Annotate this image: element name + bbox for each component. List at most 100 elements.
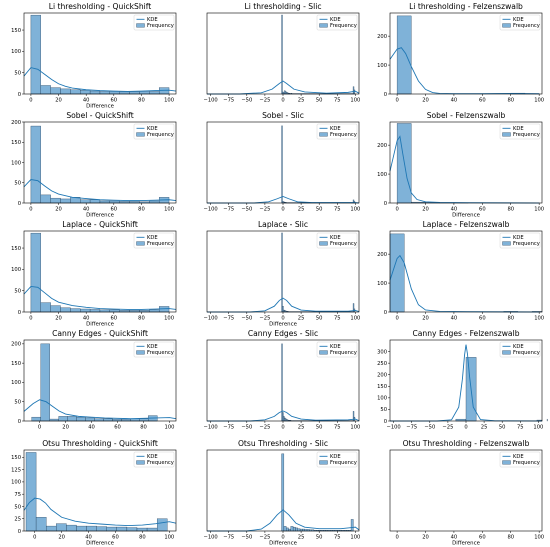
histogram-bar — [25, 452, 37, 532]
x-tick-label: 50 — [316, 207, 323, 213]
x-tick-label: 100 — [164, 535, 174, 541]
x-tick-label: 100 — [164, 316, 174, 322]
axes-frame — [389, 230, 543, 313]
x-axis-label: Difference — [86, 541, 114, 547]
x-tick-label: 20 — [58, 535, 65, 541]
y-tick-label: 50 — [14, 400, 21, 406]
x-tick-label: −50 — [241, 98, 252, 104]
x-tick-label: 40 — [83, 98, 90, 104]
x-tick-label: 75 — [334, 207, 341, 213]
histogram-bar — [281, 453, 285, 532]
x-tick-label: 50 — [499, 425, 506, 431]
histogram-bar — [297, 528, 301, 532]
legend-frequency-label: Frequency — [330, 23, 357, 29]
x-tick-label: 100 — [534, 535, 544, 541]
x-tick-label: 40 — [83, 207, 90, 213]
x-tick-label: 0 — [29, 98, 32, 104]
x-tick-label: 0 — [464, 425, 467, 431]
x-tick-label: 100 — [534, 207, 544, 213]
y-tick-label: 100 — [11, 160, 21, 166]
x-tick-label: 75 — [334, 98, 341, 104]
legend-frequency-label: Frequency — [330, 132, 357, 138]
y-tick-label: 200 — [11, 342, 21, 348]
x-tick-label: 60 — [479, 207, 486, 213]
legend-frequency-swatch — [319, 350, 328, 355]
x-tick-label: 20 — [422, 98, 429, 104]
x-tick-label: 40 — [85, 535, 92, 541]
y-tick-label: 200 — [377, 252, 387, 258]
kde-line — [23, 67, 177, 92]
x-tick-label: 0 — [281, 207, 284, 213]
histogram-bar — [99, 309, 111, 313]
legend-frequency-swatch — [136, 23, 145, 28]
histogram-bar — [109, 91, 120, 95]
histogram-bar — [146, 527, 158, 532]
legend-kde-label: KDE — [330, 17, 341, 23]
histogram-chart: Canny Edges - Felzenszwalb −100 −75 −50 −25 0… — [377, 329, 548, 431]
histogram-bar — [80, 89, 91, 95]
histogram-bar — [30, 232, 41, 313]
histogram-chart: Canny Edges - Slic −100 −75 −50 −25 0 25 50 75 10… — [203, 329, 360, 431]
x-tick-label: 20 — [55, 207, 62, 213]
x-tick-label: 80 — [507, 207, 514, 213]
x-tick-label: 20 — [62, 425, 69, 431]
legend-frequency-label: Frequency — [147, 460, 174, 466]
x-tick-label: 80 — [138, 207, 145, 213]
y-tick-label: 150 — [11, 140, 21, 146]
x-tick-label: 60 — [111, 98, 118, 104]
legend-kde-label: KDE — [147, 344, 158, 350]
histogram-bar — [295, 527, 298, 532]
histogram-bar — [76, 525, 87, 532]
histogram-bar — [89, 199, 101, 204]
kde-line — [23, 399, 177, 420]
x-tick-label: 100 — [164, 207, 174, 213]
histogram-bar — [290, 526, 294, 532]
histogram-panel: Otsu Thresholding - QuickShift 0 20 40 60 80 1… — [0, 437, 183, 547]
histogram-bar — [139, 418, 149, 422]
histogram-bar — [149, 200, 160, 204]
x-tick-label: 0 — [281, 535, 284, 541]
x-tick-label: −75 — [223, 316, 234, 322]
x-tick-label: 60 — [479, 98, 486, 104]
x-tick-label: 80 — [507, 316, 514, 322]
x-tick-label: 100 — [534, 98, 544, 104]
x-tick-label: 0 — [281, 425, 284, 431]
x-tick-label: 20 — [55, 98, 62, 104]
kde-line — [389, 254, 540, 313]
legend-kde-label: KDE — [330, 126, 341, 132]
histogram-bar — [126, 527, 138, 532]
y-tick-label: 50 — [14, 181, 21, 187]
y-tick-label: 200 — [11, 120, 21, 126]
legend-frequency-label: Frequency — [513, 241, 540, 247]
histogram-bar — [136, 527, 148, 532]
chart-title: Li thresholding - Slic — [244, 2, 321, 11]
x-tick-label: −100 — [203, 425, 217, 431]
x-tick-label: −50 — [241, 316, 252, 322]
x-tick-label: 0 — [29, 316, 32, 322]
x-tick-label: −75 — [406, 425, 417, 431]
x-tick-label: 40 — [451, 98, 458, 104]
legend-frequency-swatch — [502, 132, 511, 137]
x-tick-label: 25 — [298, 425, 305, 431]
y-tick-label: 100 — [11, 380, 21, 386]
legend-frequency-swatch — [502, 460, 511, 465]
histogram-bar — [116, 526, 128, 532]
legend-frequency-label: Frequency — [330, 350, 357, 356]
x-tick-label: 100 — [164, 98, 174, 104]
chart-title: Laplace - QuickShift — [62, 220, 138, 229]
legend-frequency-swatch — [319, 23, 328, 28]
kde-line — [207, 195, 360, 204]
x-tick-label: 80 — [140, 425, 147, 431]
histogram-bar — [89, 90, 101, 95]
legend-frequency-swatch — [319, 132, 328, 137]
legend-kde-label: KDE — [513, 17, 524, 23]
x-tick-label: 25 — [481, 425, 488, 431]
axes-frame — [23, 12, 177, 95]
x-tick-label: 0 — [395, 535, 398, 541]
x-tick-label: 20 — [422, 207, 429, 213]
histogram-chart: Laplace - QuickShift 0 20 40 60 80 100 0 50 100 15… — [11, 220, 177, 328]
x-tick-label: 0 — [38, 425, 41, 431]
y-tick-label: 0 — [18, 529, 21, 535]
legend-frequency-swatch — [136, 132, 145, 137]
x-tick-label: 100 — [350, 207, 360, 213]
